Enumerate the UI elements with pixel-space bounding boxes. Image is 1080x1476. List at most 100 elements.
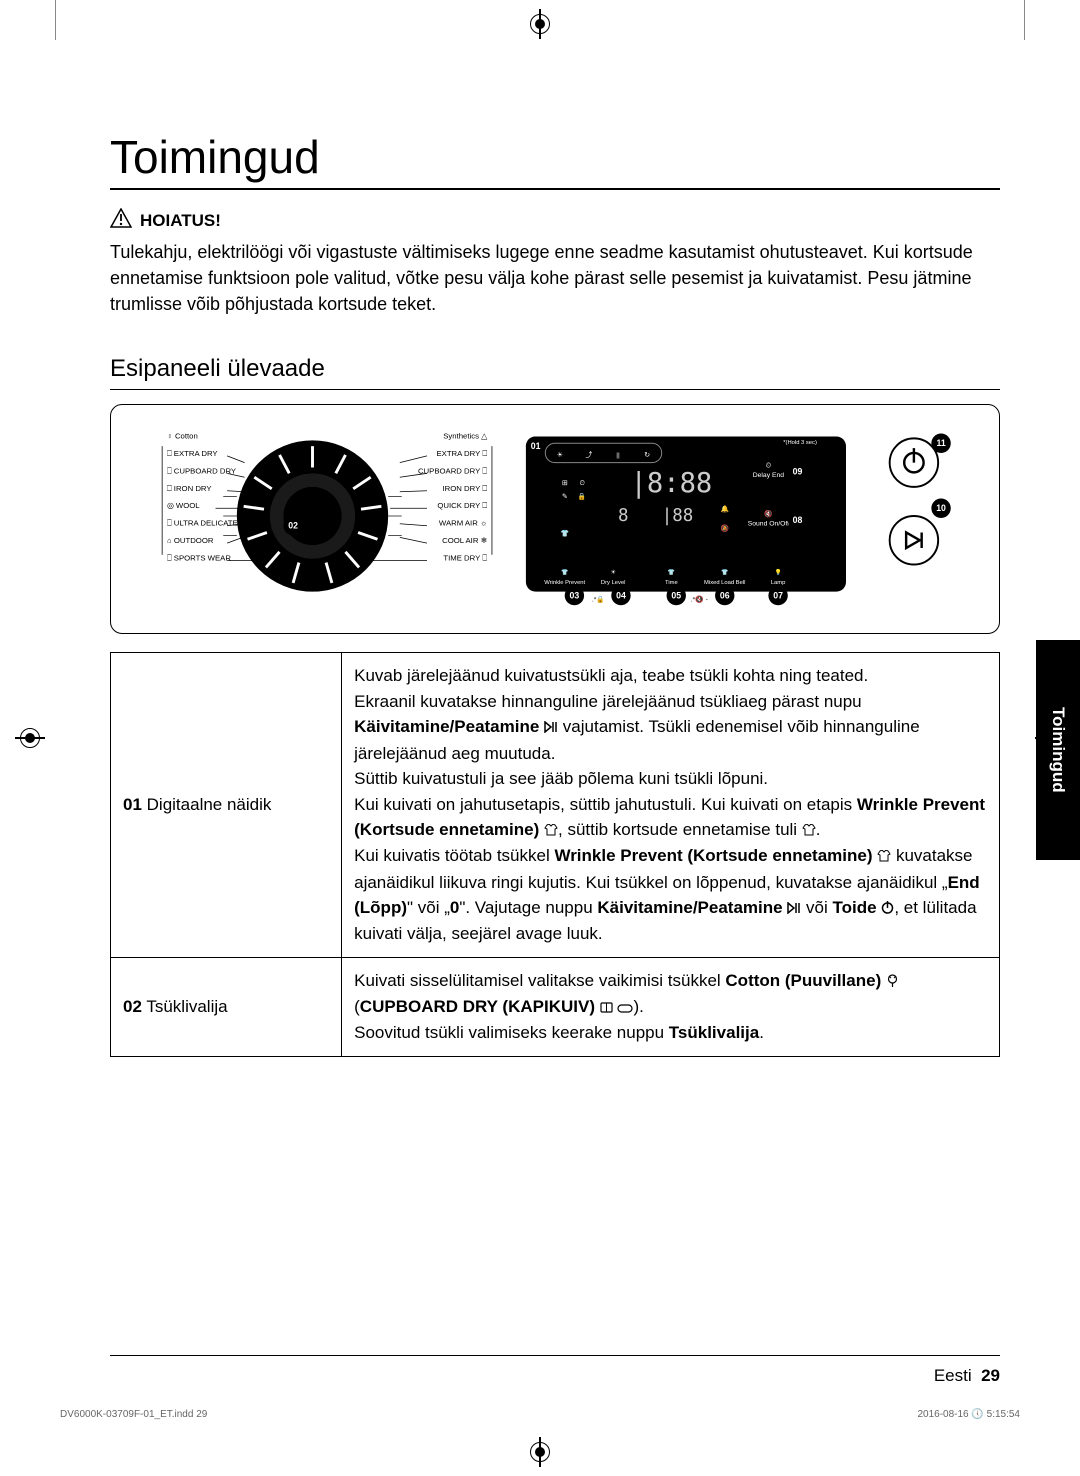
imprint-file: DV6000K-03709F-01_ET.indd 29 (60, 1409, 207, 1420)
cycle-label: COOL AIR ❄ (442, 536, 487, 545)
cycle-label: CUPBOARD DRY ⎕ (418, 467, 487, 476)
cycle-label: ⌂ OUTDOOR (167, 536, 214, 545)
svg-text:01: 01 (531, 441, 541, 451)
svg-text:⏲: ⏲ (766, 463, 771, 470)
cycle-label: Synthetics △ (443, 432, 488, 441)
warning-body: Tulekahju, elektrilöögi või vigastuste v… (110, 239, 1000, 317)
svg-text:👕: 👕 (561, 569, 568, 576)
svg-text:10: 10 (936, 503, 946, 513)
page-title: Toimingud (110, 130, 1000, 184)
svg-text:11: 11 (936, 438, 945, 448)
corner-line (55, 0, 56, 40)
cycle-label: WARM AIR ☼ (439, 519, 487, 528)
row-content: Kuvab järelejäänud kuivatustsükli aja, t… (342, 653, 1000, 958)
cycle-label: ◎ WOOL (167, 502, 200, 511)
svg-text:Lamp: Lamp (771, 580, 786, 586)
svg-text:☀: ☀ (611, 569, 616, 576)
svg-text:⊞: ⊞ (562, 480, 568, 487)
warning-icon (110, 208, 132, 233)
desc-para: Süttib kuivatustuli ja see jääb põlema k… (354, 766, 987, 792)
shirt-icon (544, 818, 558, 844)
svg-text:04: 04 (616, 591, 626, 601)
desc-para: Ekraanil kuvatakse hinnanguline järelejä… (354, 689, 987, 766)
cotton-icon (886, 969, 899, 995)
corner-line (1024, 0, 1025, 40)
cycle-label: ⎕ ULTRA DELICATE (167, 519, 238, 528)
svg-text:03: 03 (570, 591, 580, 601)
cycle-label: TIME DRY ⎕ (443, 554, 487, 563)
aux-display: 8 (618, 506, 629, 526)
svg-text:06: 06 (720, 591, 730, 601)
table-row: 01 Digitaalne näidik Kuvab järelejäänud … (111, 653, 1000, 958)
shirt-icon (877, 844, 891, 870)
desc-para: Kuivati sisselülitamisel valitakse vaiki… (354, 968, 987, 1021)
section-rule (110, 389, 1000, 390)
svg-text:08: 08 (793, 515, 803, 525)
page-footer: Eesti 29 (110, 1355, 1000, 1386)
imprint: DV6000K-03709F-01_ET.indd 29 2016-08-16 … (60, 1409, 1020, 1420)
crop-mark-left (20, 728, 40, 748)
desc-para: Kui kuivati on jahutusetapis, süttib jah… (354, 792, 987, 844)
cupboard-icon (600, 995, 613, 1021)
svg-text:.*🔒: .*🔒 (592, 596, 605, 604)
title-rule (110, 188, 1000, 190)
cycle-label: ♀ Cotton (167, 432, 198, 441)
desc-para: Kuvab järelejäänud kuivatustsükli aja, t… (354, 663, 987, 689)
crop-mark-top (530, 14, 550, 34)
cycle-label: ⎕ SPORTS WEAR (167, 554, 231, 563)
svg-text:Delay End: Delay End (753, 472, 785, 479)
cycle-label: ⎕ IRON DRY (167, 484, 212, 493)
panel-diagram: ♀ Cotton ⎕ EXTRA DRY ⎕ CUPBOARD DRY ⎕ IR… (110, 404, 1000, 634)
svg-text:⤴: ⤴ (586, 450, 593, 459)
row-label: 01 Digitaalne näidik (111, 653, 342, 958)
warning-label: HOIATUS! (140, 211, 221, 231)
svg-text:👕: 👕 (721, 569, 728, 576)
time-display: |8:88 (631, 468, 713, 499)
imprint-date: 2016-08-16 🕔 5:15:54 (917, 1409, 1020, 1420)
start-pause-icon (544, 715, 558, 741)
svg-text:🔒: 🔒 (578, 493, 586, 501)
svg-text:💡: 💡 (774, 568, 781, 576)
svg-text:Wrinkle Prevent: Wrinkle Prevent (544, 580, 585, 586)
svg-text:🔕: 🔕 (721, 524, 730, 533)
row-label: 02 Tsüklivalija (111, 957, 342, 1056)
power-icon (881, 896, 894, 922)
capsule-icon (617, 995, 633, 1021)
svg-text:.*🔇 -: .*🔇 - (691, 595, 708, 604)
row-content: Kuivati sisselülitamisel valitakse vaiki… (342, 957, 1000, 1056)
svg-text:Sound On/Off: Sound On/Off (748, 521, 789, 528)
svg-text:🔔: 🔔 (721, 505, 730, 513)
start-pause-icon (787, 896, 801, 922)
desc-para: Kui kuivatis töötab tsükkel Wrinkle Prev… (354, 843, 987, 947)
cycle-label: IRON DRY ⎕ (443, 484, 488, 493)
svg-text:09: 09 (793, 467, 803, 477)
desc-para: Soovitud tsükli valimiseks keerake nuppu… (354, 1020, 987, 1046)
cycle-label: ⎕ EXTRA DRY (167, 449, 218, 458)
side-tab-label: Toimingud (1048, 707, 1068, 793)
cycle-label: ⎕ CUPBOARD DRY (167, 467, 236, 476)
crop-mark-bottom (530, 1442, 550, 1462)
description-table: 01 Digitaalne näidik Kuvab järelejäänud … (110, 652, 1000, 1057)
table-row: 02 Tsüklivalija Kuivati sisselülitamisel… (111, 957, 1000, 1056)
svg-text:Dry Level: Dry Level (601, 580, 626, 586)
svg-text:👕: 👕 (668, 569, 675, 576)
svg-text:⏲: ⏲ (580, 480, 585, 487)
footer-lang: Eesti (934, 1366, 972, 1385)
cycle-label: QUICK DRY ⎕ (437, 502, 487, 511)
svg-text:Mixed Load Bell: Mixed Load Bell (704, 580, 745, 586)
svg-text:02: 02 (288, 521, 298, 531)
svg-text:||: || (616, 452, 620, 459)
cycle-label: EXTRA DRY ⎕ (436, 449, 487, 458)
panel-svg: ♀ Cotton ⎕ EXTRA DRY ⎕ CUPBOARD DRY ⎕ IR… (125, 419, 985, 613)
page-number: 29 (981, 1366, 1000, 1385)
svg-text:Time: Time (665, 580, 678, 586)
svg-text:🔇: 🔇 (764, 509, 773, 518)
svg-text:👕: 👕 (560, 530, 569, 538)
shirt-icon (802, 818, 816, 844)
hold-label: *(Hold 3 sec) (783, 441, 817, 447)
side-tab: Toimingud (1036, 640, 1080, 860)
svg-text:05: 05 (671, 591, 681, 601)
svg-text:☀: ☀ (557, 451, 563, 459)
svg-text:↻: ↻ (644, 452, 650, 459)
section-heading: Esipaneeli ülevaade (110, 355, 1000, 383)
